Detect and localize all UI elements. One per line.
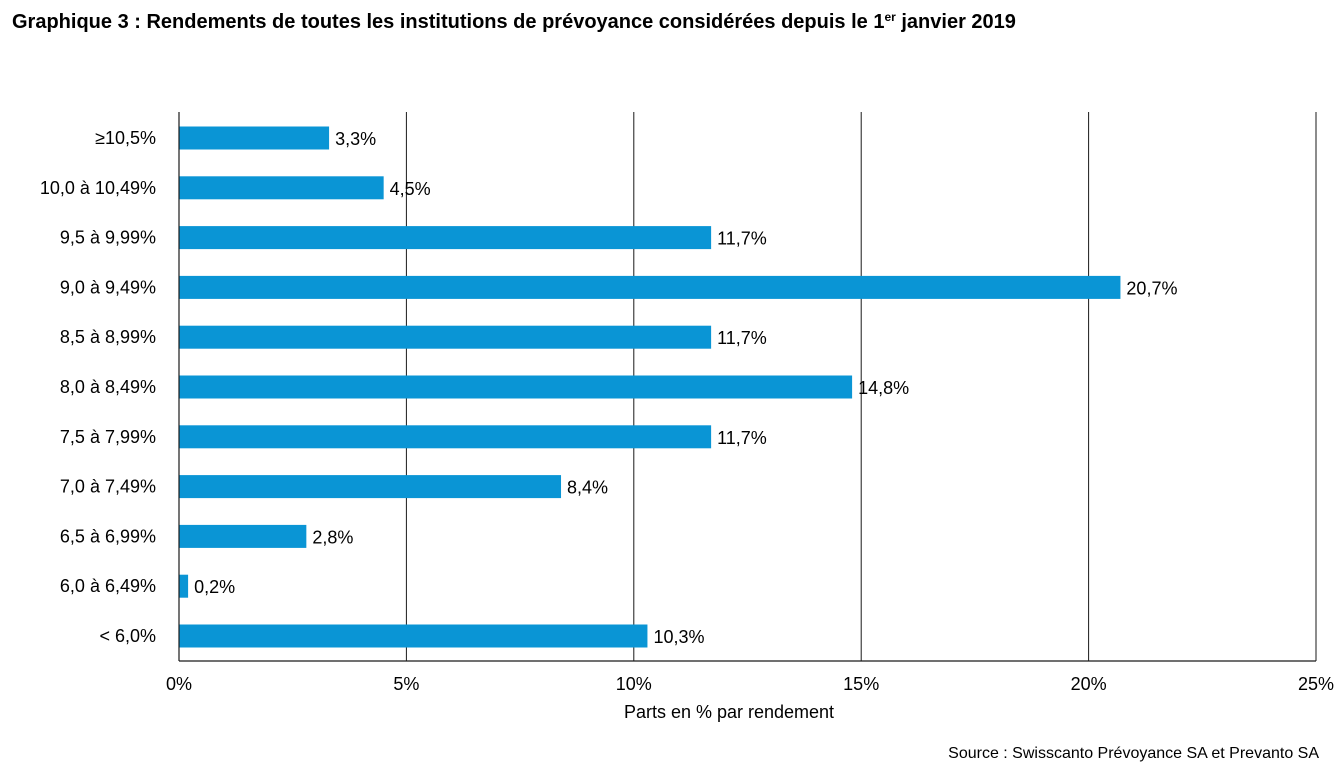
x-tick-label: 20% (1071, 674, 1107, 694)
bar (179, 226, 712, 250)
bar (179, 275, 1121, 299)
x-tick-label: 25% (1298, 674, 1334, 694)
x-tick-label: 15% (843, 674, 879, 694)
x-tick-label: 0% (166, 674, 192, 694)
category-label: 6,5 à 6,99% (60, 526, 156, 546)
category-label: 7,5 à 7,99% (60, 427, 156, 447)
category-label: 8,5 à 8,99% (60, 327, 156, 347)
chart-title: Graphique 3 : Rendements de toutes les i… (12, 10, 1016, 33)
value-label: 8,4% (567, 478, 608, 498)
category-label: < 6,0% (99, 626, 156, 646)
bar (179, 176, 384, 200)
bars (179, 126, 1121, 648)
bar (179, 325, 712, 349)
category-label: 7,0 à 7,49% (60, 477, 156, 497)
bar (179, 375, 853, 399)
value-label: 14,8% (858, 378, 909, 398)
category-label: 6,0 à 6,49% (60, 576, 156, 596)
category-label: ≥10,5% (95, 128, 156, 148)
source-note: Source : Swisscanto Prévoyance SA et Pre… (948, 745, 1319, 762)
value-label: 20,7% (1126, 278, 1177, 298)
category-labels: ≥10,5% 10,0 à 10,49% 9,5 à 9,99% 9,0 à 9,49… (40, 128, 156, 646)
bar (179, 524, 307, 548)
value-label: 10,3% (653, 627, 704, 647)
category-label: 8,0 à 8,49% (60, 377, 156, 397)
value-label: 2,8% (312, 527, 353, 547)
value-label: 3,3% (335, 129, 376, 149)
category-label: 9,0 à 9,49% (60, 277, 156, 297)
x-axis: 0% 5% 10% 15% 20% 25% (166, 112, 1334, 694)
bar (179, 574, 189, 598)
bar (179, 126, 330, 150)
x-tick-label: 5% (393, 674, 419, 694)
x-tick-label: 10% (616, 674, 652, 694)
category-label: 10,0 à 10,49% (40, 178, 156, 198)
bar (179, 425, 712, 449)
value-label: 4,5% (390, 179, 431, 199)
category-label: 9,5 à 9,99% (60, 228, 156, 248)
value-label: 0,2% (194, 577, 235, 597)
bar (179, 475, 562, 499)
value-label: 11,7% (717, 328, 767, 348)
value-label: 11,7% (717, 229, 767, 249)
value-labels: 3,3% 4,5% 11,7% 20,7% 11,7% 14,8% 11,7% 8,4% 2,8… (194, 129, 1177, 647)
bar (179, 624, 648, 648)
x-axis-title: Parts en % par rendement (624, 702, 834, 722)
value-label: 11,7% (717, 428, 767, 448)
